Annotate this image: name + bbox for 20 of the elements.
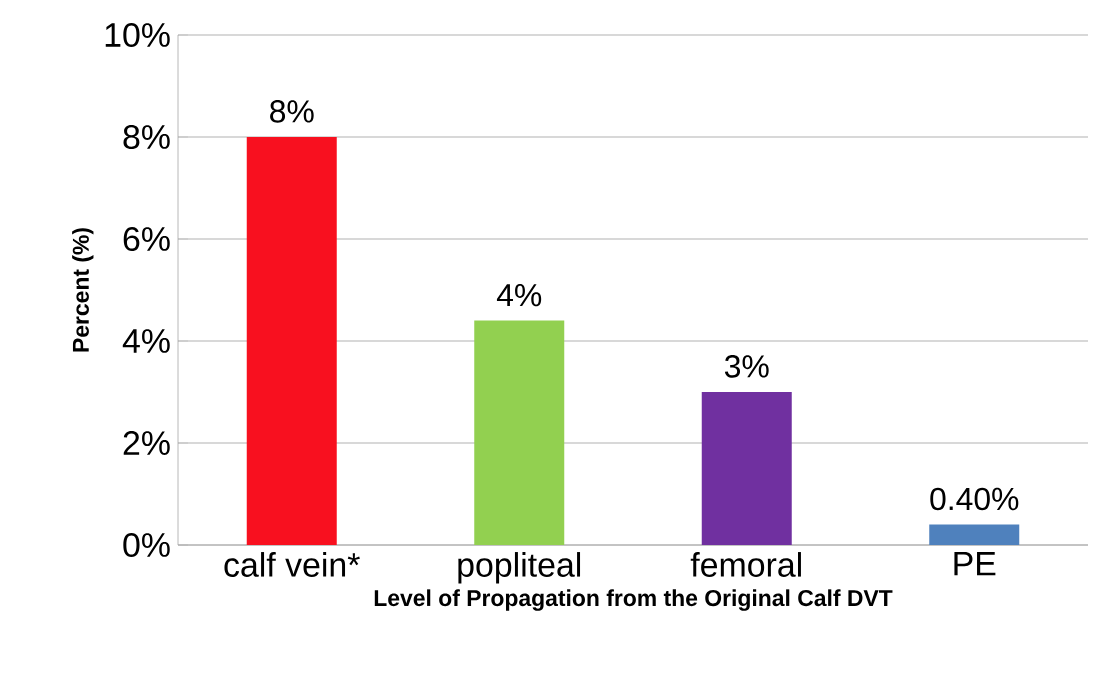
data-label: 3% [724,355,769,378]
data-label: 4% [496,283,542,307]
bar [929,524,1020,545]
data-label: 8% [270,100,314,123]
x-tick-label: femoral [690,552,801,577]
bar [701,392,792,545]
bar [474,320,565,545]
x-tick-label: calf vein* [224,552,360,577]
x-tick-label: PE [954,552,996,576]
y-tick-label: 2% [123,431,170,455]
y-tick-label: 6% [123,227,170,251]
x-axis-title: Level of Propagation from the Original Calf DVT [374,589,893,611]
y-axis-title: Percent (%) [72,228,94,352]
bar [246,136,337,545]
y-tick-label: 10% [105,23,170,47]
x-tick-label: popliteal [458,552,581,584]
data-label: 0.40% [930,487,1019,511]
y-tick-label: 4% [122,329,170,353]
y-tick-label: 0% [123,533,170,557]
y-tick-label: 8% [123,125,170,149]
